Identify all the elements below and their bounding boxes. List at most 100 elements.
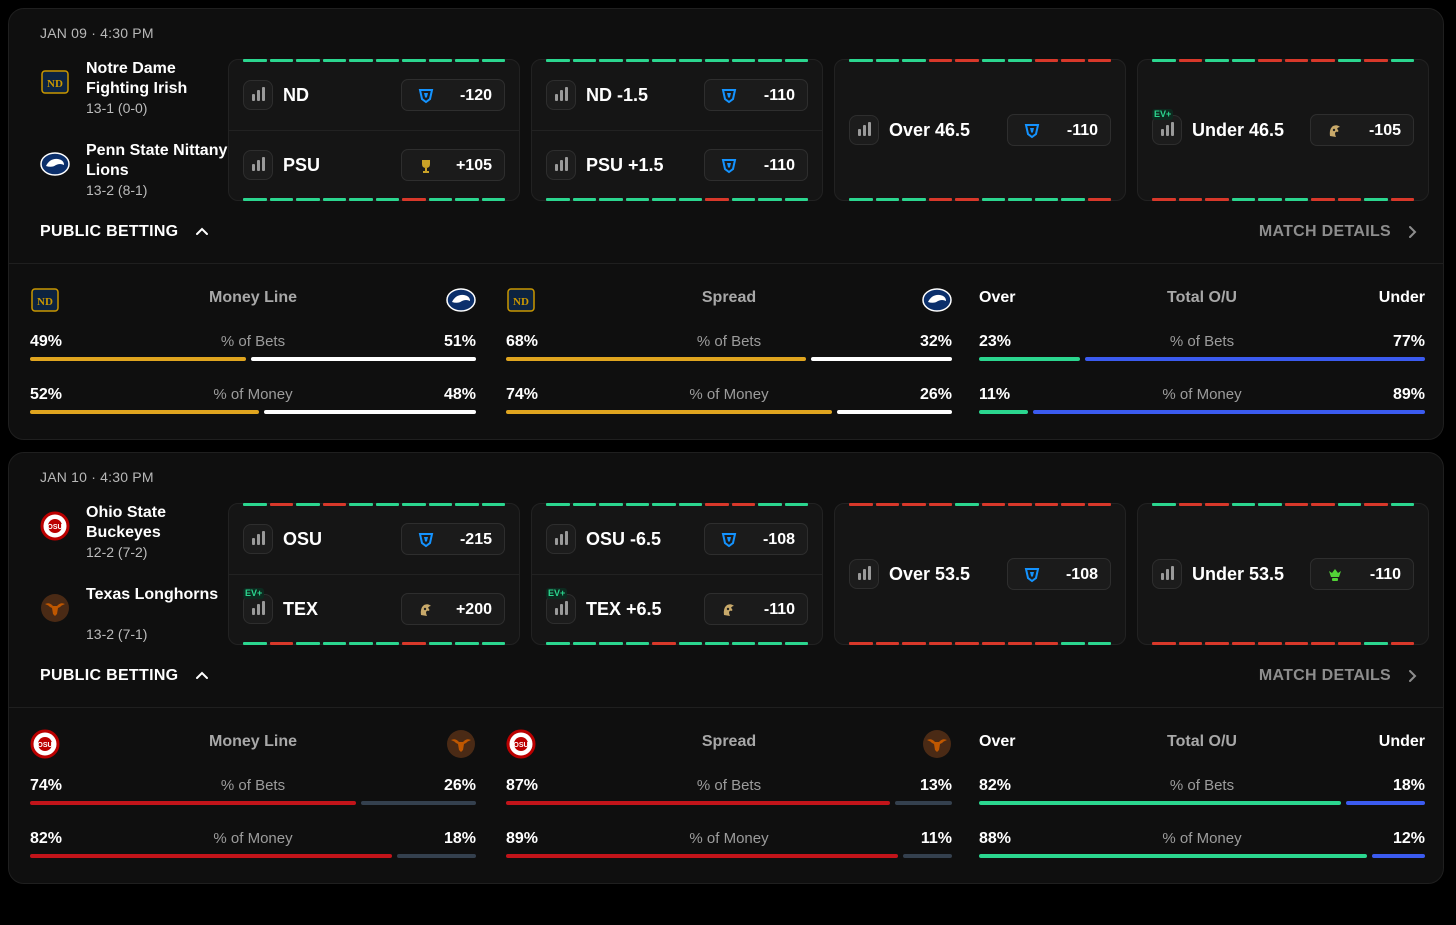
line-movement-top: [1152, 503, 1414, 506]
market-row: EV+ TEX +6.5 -110: [546, 588, 808, 625]
public-betting-panel: Over Under Total O/U 82% % of Bets 18% 88%…: [979, 727, 1425, 877]
game-date: JAN 10 · 4:30 PM: [40, 469, 154, 485]
line-movement-bottom: [1152, 642, 1414, 645]
line-movement-tick: [928, 642, 952, 645]
line-movement-tick: [481, 503, 505, 506]
line-movement-tick: [652, 59, 676, 62]
ev-badge: EV+: [546, 588, 568, 599]
caesars-icon: [418, 602, 434, 618]
bar-chart-icon[interactable]: EV+: [243, 588, 273, 624]
match-details-link[interactable]: MATCH DETAILS: [1258, 667, 1391, 684]
chevron-right-icon[interactable]: [1403, 223, 1421, 241]
market-title: Money Line: [208, 733, 297, 750]
bar-chart-icon[interactable]: [243, 524, 273, 554]
bar-chart-icon[interactable]: [546, 80, 576, 110]
odds-value: -105: [1368, 122, 1401, 139]
line-movement-tick: [955, 503, 979, 506]
odds-button[interactable]: -110: [704, 79, 808, 111]
line-movement-tick: [849, 503, 873, 506]
line-movement-tick: [402, 198, 426, 201]
bar-chart-icon[interactable]: EV+: [1152, 109, 1182, 145]
bar-chart-icon[interactable]: [849, 115, 879, 145]
svg-text:ND: ND: [47, 78, 63, 90]
line-movement-tick: [243, 503, 267, 506]
line-movement-tick: [1178, 198, 1202, 201]
line-movement-bottom: [849, 642, 1111, 645]
money-stat: 88% % of Money 12%: [979, 830, 1425, 870]
game-card: JAN 10 · 4:30 PM OSU Ohio State Buckeyes…: [8, 452, 1444, 884]
money-stat: 11% % of Money 89%: [979, 386, 1425, 426]
line-movement-tick: [572, 198, 596, 201]
stat-label: % of Bets: [696, 333, 762, 350]
match-details-link[interactable]: MATCH DETAILS: [1258, 223, 1391, 240]
team-record: 13-2 (7-1): [86, 626, 148, 642]
line-movement-tick: [1205, 198, 1229, 201]
line-movement-tick: [269, 642, 293, 645]
fanduel-icon: [1024, 123, 1040, 139]
selection-label: Over 46.5: [889, 120, 971, 140]
bar-chart-icon[interactable]: [1152, 559, 1182, 589]
odds-button[interactable]: +200: [401, 593, 505, 625]
right-percent: 18%: [1392, 777, 1425, 794]
split-bar: [506, 410, 952, 414]
line-movement-tick: [1231, 198, 1255, 201]
line-movement-tick: [902, 642, 926, 645]
odds-button[interactable]: -110: [704, 149, 808, 181]
bar-chart-icon[interactable]: [243, 80, 273, 110]
odds-button[interactable]: -215: [401, 523, 505, 555]
line-movement-tick: [1178, 503, 1202, 506]
line-movement-tick: [455, 642, 479, 645]
line-movement-tick: [428, 198, 452, 201]
line-movement-tick: [705, 503, 729, 506]
bar-chart-icon[interactable]: [849, 559, 879, 589]
line-movement-tick: [784, 642, 808, 645]
line-movement-tick: [1034, 503, 1058, 506]
bar-chart-icon[interactable]: EV+: [546, 588, 576, 624]
market-card: Over 46.5 -110: [834, 59, 1126, 201]
money-stat: 89% % of Money 11%: [506, 830, 952, 870]
line-movement-tick: [481, 642, 505, 645]
odds-button[interactable]: -105: [1310, 114, 1414, 146]
stat-label: % of Money: [1162, 830, 1242, 847]
odds-button[interactable]: -110: [1007, 114, 1111, 146]
odds-value: -110: [1066, 122, 1098, 139]
line-movement-tick: [296, 642, 320, 645]
line-movement-tick: [652, 503, 676, 506]
right-share-bar: [396, 854, 476, 858]
left-percent: 82%: [979, 777, 1012, 794]
bar-chart-icon[interactable]: [243, 150, 273, 180]
public-betting-toggle[interactable]: PUBLIC BETTING: [40, 667, 179, 684]
chevron-right-icon[interactable]: [1403, 667, 1421, 685]
bar-chart-icon[interactable]: [546, 524, 576, 554]
public-betting-toggle[interactable]: PUBLIC BETTING: [40, 223, 179, 240]
line-movement-tick: [1390, 642, 1414, 645]
line-movement-tick: [349, 59, 373, 62]
stat-label: % of Bets: [220, 333, 286, 350]
chevron-up-icon[interactable]: [193, 223, 211, 241]
line-movement-bottom: [849, 198, 1111, 201]
line-movement-tick: [758, 59, 782, 62]
line-movement-tick: [625, 59, 649, 62]
split-bar: [30, 410, 476, 414]
line-movement-tick: [1152, 198, 1176, 201]
odds-button[interactable]: -108: [1007, 558, 1111, 590]
left-share-bar: [30, 854, 392, 858]
bets-stat: 82% % of Bets 18%: [979, 777, 1425, 817]
line-movement-tick: [455, 198, 479, 201]
odds-button[interactable]: -110: [1310, 558, 1414, 590]
left-percent: 49%: [30, 333, 63, 350]
odds-button[interactable]: -108: [704, 523, 808, 555]
line-movement-tick: [678, 503, 702, 506]
odds-button[interactable]: +105: [401, 149, 505, 181]
odds-value: -110: [763, 157, 795, 174]
bar-chart-icon[interactable]: [546, 150, 576, 180]
odds-value: +105: [455, 157, 492, 174]
odds-button[interactable]: -110: [704, 593, 808, 625]
line-movement-tick: [428, 503, 452, 506]
market-row: Over 53.5 -108: [849, 558, 1111, 590]
over-label: Over: [979, 289, 1016, 306]
line-movement-tick: [546, 503, 570, 506]
chevron-up-icon[interactable]: [193, 667, 211, 685]
odds-button[interactable]: -120: [401, 79, 505, 111]
bets-stat: 23% % of Bets 77%: [979, 333, 1425, 373]
